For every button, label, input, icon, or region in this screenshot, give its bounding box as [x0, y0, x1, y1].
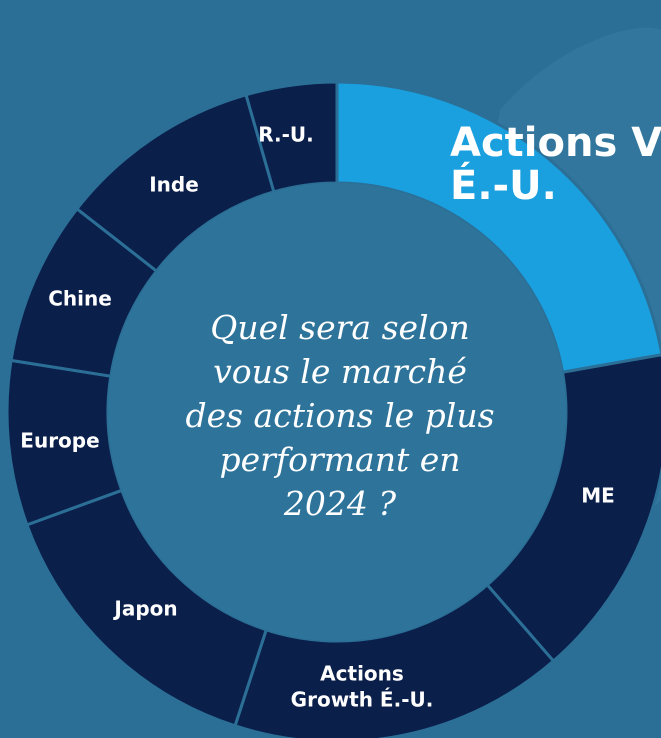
question-line: 2024 ?	[283, 484, 396, 523]
wheel-graphic: ME ActionsGrowth É.-U. Japon Europe Chine Ind…	[0, 0, 661, 738]
segment-label: R.-U.	[258, 123, 314, 147]
question-line: des actions le plus	[185, 396, 494, 435]
page: {"wheel": { "highlight": {"lines": ["Act…	[0, 0, 661, 738]
question-line: Quel sera selon	[210, 308, 469, 347]
segment-label: Europe	[20, 429, 99, 453]
segment-label: Chine	[48, 287, 112, 311]
segment-label: Actions	[320, 662, 404, 686]
segment-label: Japon	[112, 597, 177, 621]
segment-label: Inde	[149, 173, 199, 197]
question-line: vous le marché	[213, 352, 467, 391]
segment-label: Growth É.-U.	[291, 688, 434, 712]
segment-label: ME	[581, 484, 615, 508]
highlight-label: Actions V	[450, 120, 661, 166]
highlight-label: É.-U.	[450, 161, 557, 209]
question-line: performant en	[219, 440, 460, 479]
